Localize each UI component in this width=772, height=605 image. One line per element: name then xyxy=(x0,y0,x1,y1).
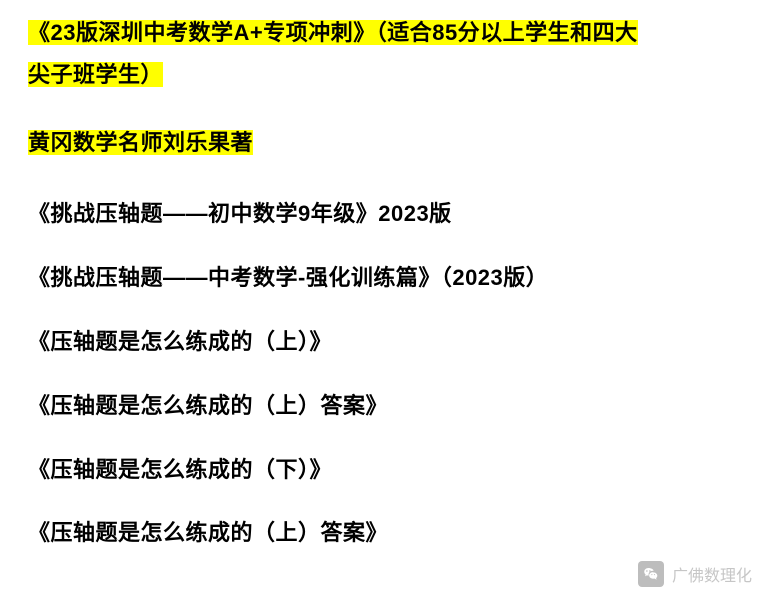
author-line: 黄冈数学名师刘乐果著 xyxy=(28,122,752,164)
list-item: 《挑战压轴题——中考数学-强化训练篇》（2023版） xyxy=(28,257,752,299)
wechat-icon xyxy=(638,561,664,587)
title-highlight-2: 尖子班学生） xyxy=(28,62,163,87)
author-highlight: 黄冈数学名师刘乐果著 xyxy=(28,130,253,155)
watermark-text: 广佛数理化 xyxy=(672,562,752,586)
title-line: 《23版深圳中考数学A+专项冲刺》（适合85分以上学生和四大 尖子班学生） xyxy=(28,12,752,96)
list-item: 《压轴题是怎么练成的（上）》 xyxy=(28,321,752,363)
title-highlight-1: 《23版深圳中考数学A+专项冲刺》（适合85分以上学生和四大 xyxy=(28,20,638,45)
list-item: 《压轴题是怎么练成的（下）》 xyxy=(28,449,752,491)
watermark: 广佛数理化 xyxy=(638,561,752,587)
list-item: 《压轴题是怎么练成的（上）答案》 xyxy=(28,512,752,554)
list-item: 《挑战压轴题——初中数学9年级》2023版 xyxy=(28,193,752,235)
list-item: 《压轴题是怎么练成的（上）答案》 xyxy=(28,385,752,427)
